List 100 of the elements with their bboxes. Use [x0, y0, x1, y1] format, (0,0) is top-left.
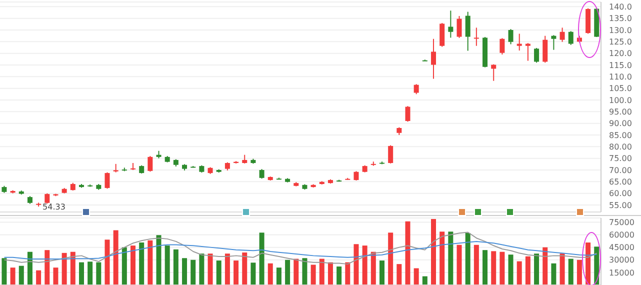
bar: [388, 232, 394, 285]
bar: [525, 256, 530, 285]
bar: [148, 240, 153, 285]
bar: [70, 252, 76, 285]
bar: [2, 258, 7, 285]
candlestick: [456, 16, 462, 38]
y-tick-label: 75000: [609, 218, 634, 228]
bar: [508, 254, 514, 285]
bar: [414, 268, 419, 285]
bar: [396, 264, 402, 285]
bar: [370, 252, 376, 285]
line-series: [4, 240, 598, 260]
candlestick: [44, 192, 50, 204]
candlestick: [500, 38, 505, 55]
bar: [18, 266, 24, 285]
bar: [199, 254, 204, 285]
bar: [405, 221, 410, 285]
bar: [551, 263, 556, 285]
bar: [294, 258, 299, 285]
candlestick: [448, 10, 454, 38]
bar: [328, 262, 333, 285]
bar: [139, 242, 144, 285]
bar: [354, 244, 359, 285]
bar: [208, 254, 213, 285]
bar: [78, 262, 84, 285]
bar: [310, 264, 316, 285]
bar: [465, 232, 470, 285]
y-tick-label: 30000: [609, 256, 634, 265]
bar: [362, 246, 368, 285]
y-tick-label: 90.00: [609, 119, 632, 128]
bar: [319, 258, 324, 285]
bar: [259, 232, 264, 285]
bar: [568, 258, 574, 285]
bar: [242, 252, 248, 285]
y-tick-label: 70.00: [609, 166, 632, 175]
bar: [560, 254, 565, 285]
candlestick: [508, 28, 514, 45]
y-tick-label: 135.0: [609, 14, 632, 24]
candlestick: [525, 42, 530, 62]
bar: [173, 249, 178, 285]
bar: [336, 266, 342, 285]
bar: [482, 250, 488, 285]
bar: [224, 254, 230, 285]
y-tick-label: 45000: [609, 243, 634, 252]
bar: [276, 268, 282, 285]
bar: [216, 260, 222, 285]
candlestick: [104, 172, 110, 190]
bar: [285, 260, 290, 285]
bar: [96, 262, 102, 285]
bar: [302, 258, 308, 285]
bar: [44, 250, 50, 285]
bar: [164, 246, 170, 285]
bar: [104, 240, 110, 285]
bar: [182, 258, 188, 285]
y-tick-label: 105.0: [609, 84, 632, 94]
annotation: 54.33: [42, 202, 66, 212]
bar: [268, 263, 273, 285]
line-series: [4, 232, 598, 265]
bar: [500, 252, 505, 285]
candlestick: [474, 27, 479, 46]
y-tick-label: 15000: [609, 268, 634, 278]
candlestick: [405, 106, 410, 122]
bar: [474, 244, 479, 285]
bar: [542, 247, 548, 285]
bar: [576, 260, 582, 285]
bar: [516, 261, 522, 285]
bar: [534, 254, 540, 285]
y-tick-label: 85.00: [609, 130, 632, 140]
y-tick-label: 130.0: [609, 26, 632, 35]
bar: [36, 270, 42, 285]
candlestick: [568, 30, 574, 46]
bar: [379, 260, 384, 285]
y-tick-label: 80.00: [609, 142, 632, 152]
bar: [190, 260, 196, 285]
candlestick: [440, 22, 445, 48]
y-tick-label: 60000: [609, 230, 634, 240]
bar: [234, 260, 239, 285]
bar: [113, 230, 118, 285]
candlestick: [542, 35, 548, 64]
bar: [10, 268, 16, 285]
y-tick-label: 110.0: [609, 72, 632, 82]
candlestick: [414, 84, 419, 95]
candlestick: [465, 11, 470, 52]
candlestick: [560, 27, 565, 42]
bar: [431, 219, 436, 285]
candlestick: [259, 168, 264, 180]
bar: [250, 262, 256, 285]
bar: [122, 247, 127, 285]
bar: [130, 246, 136, 285]
y-tick-label: 100.0: [609, 96, 632, 105]
y-tick-label: 115.0: [609, 60, 632, 70]
candlestick: [388, 144, 394, 164]
y-tick-label: 75.00: [609, 154, 632, 164]
bar: [345, 262, 350, 285]
bar: [440, 232, 445, 285]
y-tick-label: 95.00: [609, 108, 632, 117]
y-tick-label: 65.00: [609, 178, 632, 187]
bar: [88, 262, 93, 285]
bar: [62, 252, 67, 285]
y-tick-label: 140.0: [609, 2, 632, 12]
